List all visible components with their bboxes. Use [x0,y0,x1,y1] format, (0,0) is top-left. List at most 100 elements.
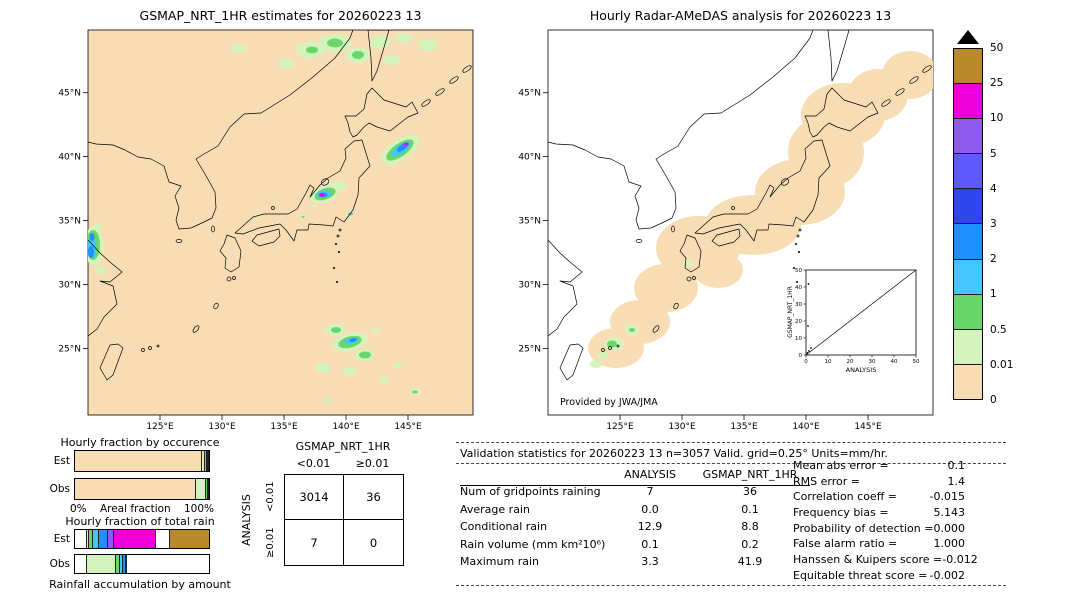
dashed-divider [456,585,1006,586]
colorbar: 50 25 10 5 4 3 2 1 0.5 0.01 0 [953,30,1028,405]
lat-tick-label: 45°N [518,89,541,99]
lat-tick-label: 25°N [58,344,81,354]
validation-table: ANALYSIS GSMAP_NRT_1HR Num of gridpoints… [460,468,810,573]
colorbar-boundary-label: 3 [990,217,997,230]
colorbar-segment [954,363,982,399]
svg-text:40: 40 [795,285,802,291]
contingency-cell: 36 [344,475,403,520]
right-map-tick-marks [543,92,869,420]
axis-max-label: 100% [183,503,214,515]
right-map-radar-swath [588,51,933,368]
colorbar-boundary-label: 25 [990,76,1004,89]
occurrence-title: Hourly fraction by occurence [60,436,220,449]
score-value: -0.002 [929,568,965,582]
totalrain-caption: Rainfall accumulation by amount [49,578,231,591]
lon-tick-label: 145°E [394,422,422,432]
areal-fraction-axis: 0% Areal fraction 100% [70,503,214,515]
inset-diagonal-line [805,269,917,356]
contingency-grid: 3014 36 7 0 [284,474,404,566]
bar-segment [75,451,201,471]
axis-min-label: 0% [70,503,87,515]
validation-row-label: Average rain [460,502,530,516]
contingency-col-group-label: GSMAP_NRT_1HR [295,440,391,453]
validation-value: 8.8 [741,520,759,533]
right-map-title: Hourly Radar-AMeDAS analysis for 2026022… [589,8,892,23]
occurrence-est-bar [74,450,210,472]
score-list: Mean abs error = 0.1 RMS error = 1.4 Corre… [793,459,978,585]
validation-value: 3.3 [641,555,659,568]
right-map-plot: 0 10 20 30 40 50 0 10 20 30 40 50 GSMAP_… [518,29,934,432]
right-map-panel: Hourly Radar-AMeDAS analysis for 2026022… [498,6,938,434]
lat-tick-label: 40°N [58,153,81,163]
score-value: 0.000 [933,521,966,535]
bar-segment [115,555,120,573]
contingency-col-labels: <0.01 ≥0.01 [284,457,402,470]
score-line: Probability of detection = 0.000 [793,522,965,538]
totalrain-obs-row: Obs [46,554,210,574]
inset-tick-marks [803,269,917,358]
lon-tick-label: 145°E [854,422,882,432]
validation-statistics-panel: Validation statistics for 20260223 13 n=… [456,442,1006,590]
score-label: Frequency bias = [793,506,889,520]
validation-col-spacer [460,468,610,485]
bar-segment [75,530,86,548]
bar-segment [119,555,122,573]
svg-text:40: 40 [891,359,898,365]
left-map-precip-blobs [88,33,438,403]
occurrence-obs-bar [74,478,210,500]
bar-segment [85,555,116,573]
validation-value: 41.9 [737,555,763,568]
score-line: Hanssen & Kuipers score = -0.012 [793,553,978,569]
colorbar-boundary-label: 5 [990,147,997,160]
score-label: Probability of detection = [793,521,934,535]
inset-points [806,283,812,354]
lon-tick-label: 135°E [270,422,298,432]
score-line: Frequency bias = 5.143 [793,506,965,522]
left-map-plot: 45°N 40°N 35°N 30°N 25°N 125°E 130°E 135… [58,29,474,432]
bar-segment [88,530,93,548]
validation-value: 0.1 [641,537,659,551]
lon-tick-label: 130°E [208,422,236,432]
bar-segment [208,451,209,471]
colorbar-segment [954,223,982,259]
lon-tick-label: 140°E [332,422,360,432]
dashed-divider [456,442,1006,443]
score-label: Hanssen & Kuipers score = [793,553,943,567]
bar-segment [207,451,208,471]
lon-tick-label: 125°E [146,422,174,432]
score-line: Mean abs error = 0.1 [793,459,965,475]
lat-tick-label: 30°N [518,281,541,291]
colorbar-boundary-label: 10 [990,112,1004,125]
colorbar-segment [954,83,982,119]
contingency-col-label: <0.01 [296,457,331,470]
left-map-tick-marks [83,92,409,420]
score-value: 0.1 [947,459,966,472]
lon-tick-label: 130°E [668,422,696,432]
validation-value: 0.2 [741,537,759,551]
colorbar-segment [954,258,982,294]
bar-segment [155,530,169,548]
validation-title: Validation statistics for 20260223 13 n=… [460,447,888,460]
lon-tick-label: 140°E [792,422,820,432]
score-label: Equitable threat score = [793,568,928,582]
bar-segment [97,530,108,548]
score-label: False alarm ratio = [793,537,898,551]
left-map-title: GSMAP_NRT_1HR estimates for 20260223 13 [139,8,422,23]
svg-text:10: 10 [795,336,802,342]
lat-tick-label: 35°N [58,217,81,227]
svg-text:30: 30 [795,302,802,308]
lon-tick-label: 135°E [730,422,758,432]
validation-col-header: ANALYSIS [624,468,676,481]
colorbar-boundary-label: 50 [990,41,1004,54]
lat-tick-label: 35°N [518,217,541,227]
contingency-row-label: <0.01 [265,481,276,512]
credit-text: Provided by JWA/JMA [560,397,658,408]
totalrain-est-bar [74,529,210,549]
inset-xlabel: ANALYSIS [846,366,877,374]
bar-segment [85,530,89,548]
score-line: RMS error = 1.4 [793,475,965,491]
svg-text:50: 50 [795,268,802,274]
bar-segment [206,451,207,471]
est-label: Est [53,533,70,545]
